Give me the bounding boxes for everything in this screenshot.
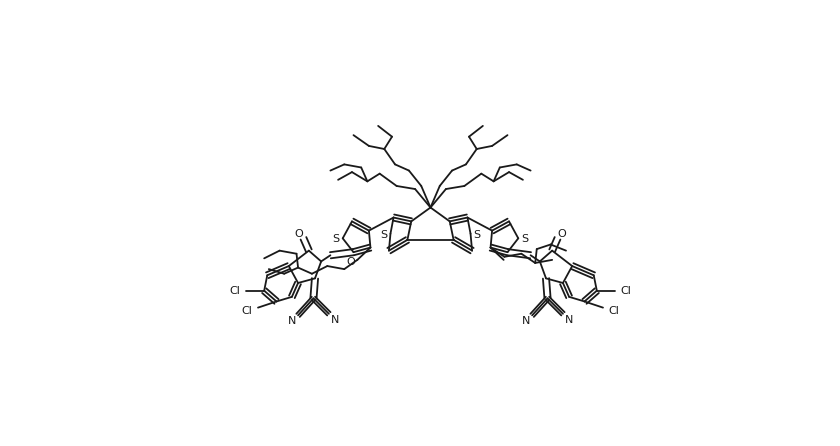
Text: O: O (347, 257, 355, 267)
Text: Cl: Cl (621, 286, 632, 296)
Text: Cl: Cl (608, 306, 619, 317)
Text: N: N (288, 317, 296, 326)
Text: S: S (381, 230, 388, 240)
Text: O: O (558, 229, 566, 239)
Text: O: O (295, 229, 303, 239)
Text: S: S (522, 234, 528, 244)
Text: N: N (565, 315, 573, 325)
Text: Cl: Cl (242, 306, 253, 317)
Text: N: N (522, 317, 530, 326)
Text: Cl: Cl (229, 286, 240, 296)
Text: N: N (331, 315, 339, 325)
Text: S: S (473, 230, 480, 240)
Text: S: S (333, 234, 339, 244)
